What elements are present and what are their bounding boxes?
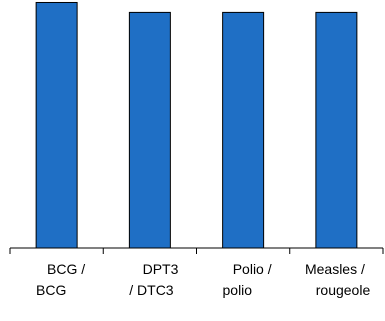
- bars-group: [35, 1, 358, 249]
- value-labels-group: 99.095.095.095.0: [135, 0, 351, 2]
- bar: [128, 11, 171, 249]
- bar: [35, 1, 78, 249]
- category-label: Polio / polio: [223, 261, 272, 298]
- bar-value-label: 95.0: [322, 0, 351, 2]
- bar-value-label: 95.0: [229, 0, 258, 2]
- category-labels-group: BCG / BCG DPT3/ DTC3 Polio / polio Measles / r…: [36, 261, 370, 298]
- x-axis-ticks: [9, 248, 384, 254]
- category-label: BCG / BCG: [36, 261, 85, 298]
- bar: [315, 11, 358, 249]
- category-label: DPT3/ DTC3: [129, 261, 178, 298]
- category-label: Measles / rougeole: [305, 261, 371, 298]
- bar: [222, 11, 265, 249]
- bar-value-label: 95.0: [135, 0, 164, 2]
